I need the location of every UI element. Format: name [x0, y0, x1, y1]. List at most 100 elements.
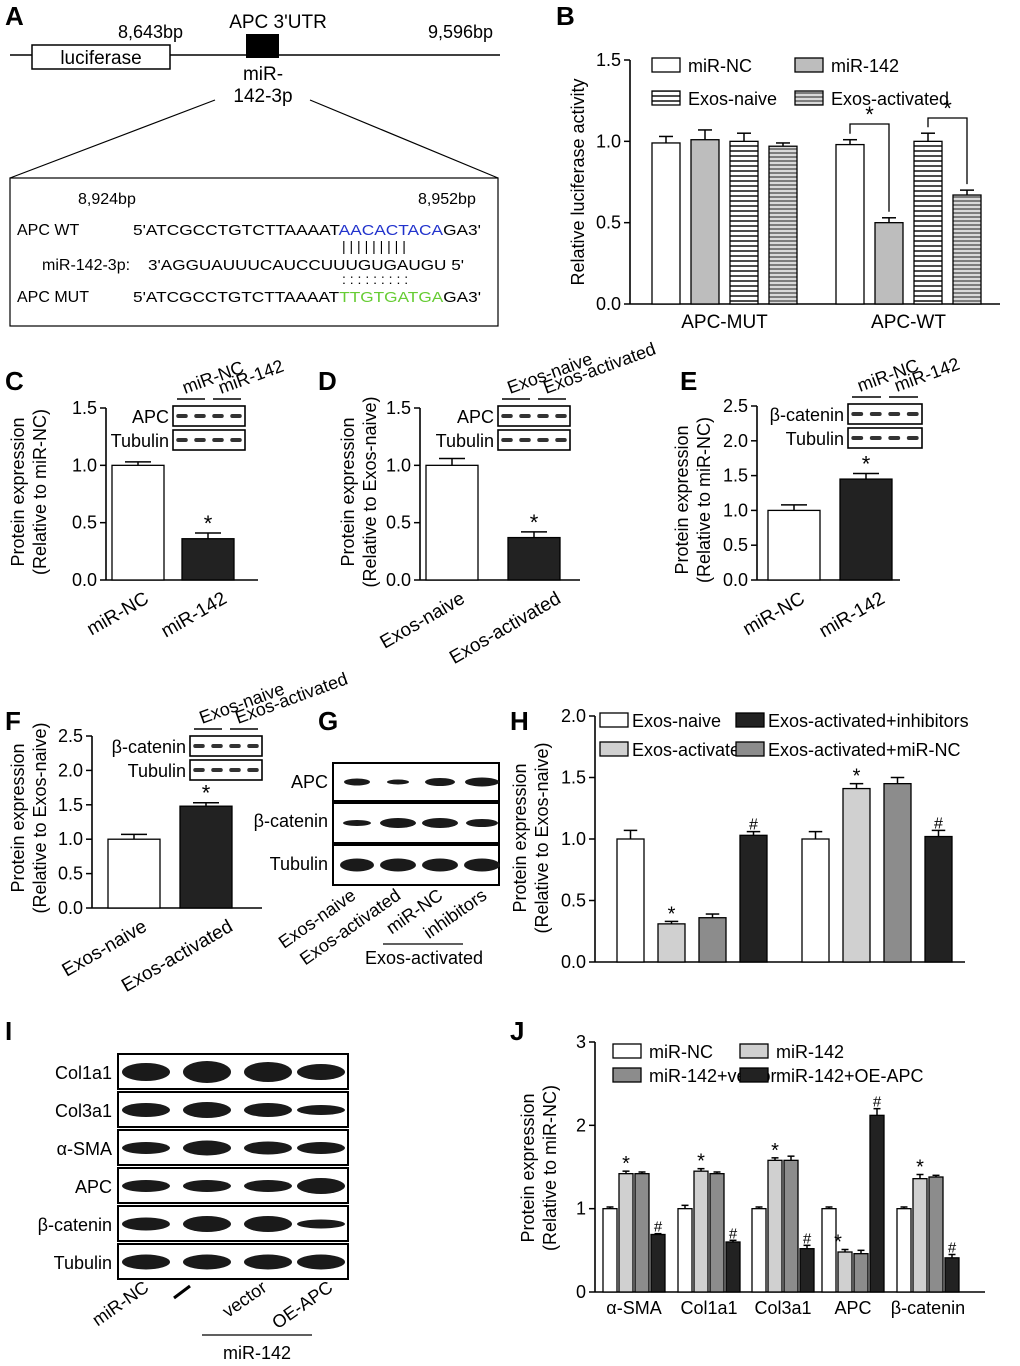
x-category-label: APC: [834, 1298, 871, 1318]
blot-band: [183, 1061, 231, 1083]
significance-marker: #: [803, 1230, 812, 1247]
y-axis-label: (Relative to Exos-naive): [360, 396, 380, 587]
blot-band: [340, 858, 374, 872]
significance-marker: *: [834, 1232, 842, 1254]
blot-band: [387, 779, 409, 785]
data-bar: [651, 142, 681, 305]
data-bar: [924, 835, 953, 963]
data-bar: [912, 1178, 928, 1293]
y-tick-label: 2.0: [561, 706, 586, 726]
data-bar: [874, 222, 904, 305]
panel-label-f: F: [5, 706, 21, 736]
data-bar: [657, 923, 686, 963]
significance-marker: #: [948, 1240, 957, 1257]
blot-band: [851, 436, 864, 440]
blot-band: [343, 820, 371, 826]
y-tick-label: 1: [576, 1199, 586, 1219]
x-category-label: miR-NC: [84, 588, 153, 640]
y-axis-label: (Relative to miR-NC): [30, 409, 50, 575]
y-tick-label: 0.0: [386, 570, 411, 590]
blot-band: [183, 1254, 231, 1270]
data-bar: [768, 145, 798, 305]
blot-band: [176, 414, 188, 418]
y-tick-label: 1.0: [723, 500, 748, 520]
mut-binding-site: TTGTGATGA: [339, 289, 443, 306]
blot-band: [122, 1063, 170, 1081]
blot-row-label: Tubulin: [54, 1253, 112, 1273]
position-start: 8,643bp: [118, 22, 183, 42]
y-tick-label: 1.0: [386, 455, 411, 475]
blot-band: [122, 1103, 170, 1117]
x-category-label: miR-142: [816, 588, 889, 642]
legend-label: miR-142+OE-APC: [776, 1066, 924, 1086]
blot-row-label: APC: [132, 407, 169, 427]
blot-band: [380, 818, 416, 828]
data-bar: [913, 140, 943, 305]
chart-c: 0.0 0.5 1.0 1.5 Protein expression (Relative …: [8, 356, 286, 643]
y-tick-label: 0.0: [58, 898, 83, 918]
y-tick-label: 2.0: [58, 760, 83, 780]
wt-sequence: 5'ATCGCCTGTCTTAAAAT AACACTACA GA3': [133, 222, 481, 239]
legend-swatch: [735, 712, 765, 728]
blot-band: [344, 778, 370, 786]
blot-strip: [497, 405, 571, 427]
blot-band: [244, 1216, 292, 1232]
y-tick-label: 1.5: [72, 398, 97, 418]
blot-strip: [189, 735, 263, 757]
y-tick-label: 1.0: [72, 455, 97, 475]
legend-swatch: [735, 741, 765, 757]
pairing-dots: : : : : : : : : :: [342, 271, 408, 287]
blot-band: [519, 414, 531, 418]
y-axis-label: Protein expression: [672, 425, 692, 574]
blot-band: [194, 438, 206, 442]
blot-band: [555, 414, 567, 418]
panel-a-schematic: luciferase 8,643bp 9,596bp APC 3'UTR miR…: [9, 12, 500, 327]
blot-band: [122, 1180, 170, 1192]
blot-row-label: β-catenin: [112, 737, 186, 757]
chart-h: 0.0 0.5 1.0 1.5 2.0 Protein expression (Relati…: [510, 706, 969, 972]
y-tick-label: 1.5: [723, 466, 748, 486]
y-tick-label: 2.5: [58, 726, 83, 746]
lane-label: vector: [219, 1277, 271, 1322]
legend-swatch: [651, 57, 681, 73]
y-axis-label: Relative luciferase activity: [568, 78, 588, 285]
blot-row-label: Tubulin: [786, 429, 844, 449]
significance-marker: *: [865, 102, 874, 127]
legend-swatch: [599, 712, 629, 728]
y-tick-label: 1.0: [596, 131, 621, 151]
legend-label: Exos-activated+inhibitors: [768, 711, 969, 731]
blot-band: [906, 436, 919, 440]
mut-sequence: 5'ATCGCCTGTCTTAAAAT TTGTGATGA GA3': [133, 289, 481, 306]
blot-row-label: β-catenin: [770, 405, 844, 425]
blot-row-label: Tubulin: [436, 431, 494, 451]
legend-label: Exos-naive: [688, 89, 777, 109]
blot-band: [537, 438, 549, 442]
significance-marker: *: [668, 903, 676, 925]
blot-band: [465, 777, 499, 787]
data-bar: [751, 1208, 767, 1293]
y-tick-label: 1.5: [386, 398, 411, 418]
significance-marker: #: [934, 815, 943, 832]
blot-row-label: APC: [75, 1177, 112, 1197]
data-bar: [616, 838, 645, 963]
blot-band: [869, 412, 882, 416]
blot-row-label: APC: [457, 407, 494, 427]
legend-label: miR-142: [776, 1042, 844, 1062]
data-bar: [952, 194, 982, 305]
y-tick-label: 2: [576, 1115, 586, 1135]
y-axis-label: Protein expression: [8, 743, 28, 892]
legend-swatch: [612, 1067, 642, 1083]
data-bar: [507, 536, 561, 581]
blot-band: [183, 1216, 231, 1232]
data-bar: [835, 143, 865, 305]
blot-row-label: β-catenin: [254, 811, 328, 831]
y-tick-label: 3: [576, 1032, 586, 1052]
data-bar: [801, 838, 830, 963]
y-tick-label: 0.5: [723, 535, 748, 555]
y-axis-label: (Relative to Exos-naive): [30, 722, 50, 913]
blot-band: [519, 438, 531, 442]
panel-label-c: C: [5, 366, 24, 396]
x-category-label: miR-142: [158, 588, 231, 642]
y-tick-label: 0.5: [561, 891, 586, 911]
utr-label: APC 3'UTR: [229, 12, 327, 33]
